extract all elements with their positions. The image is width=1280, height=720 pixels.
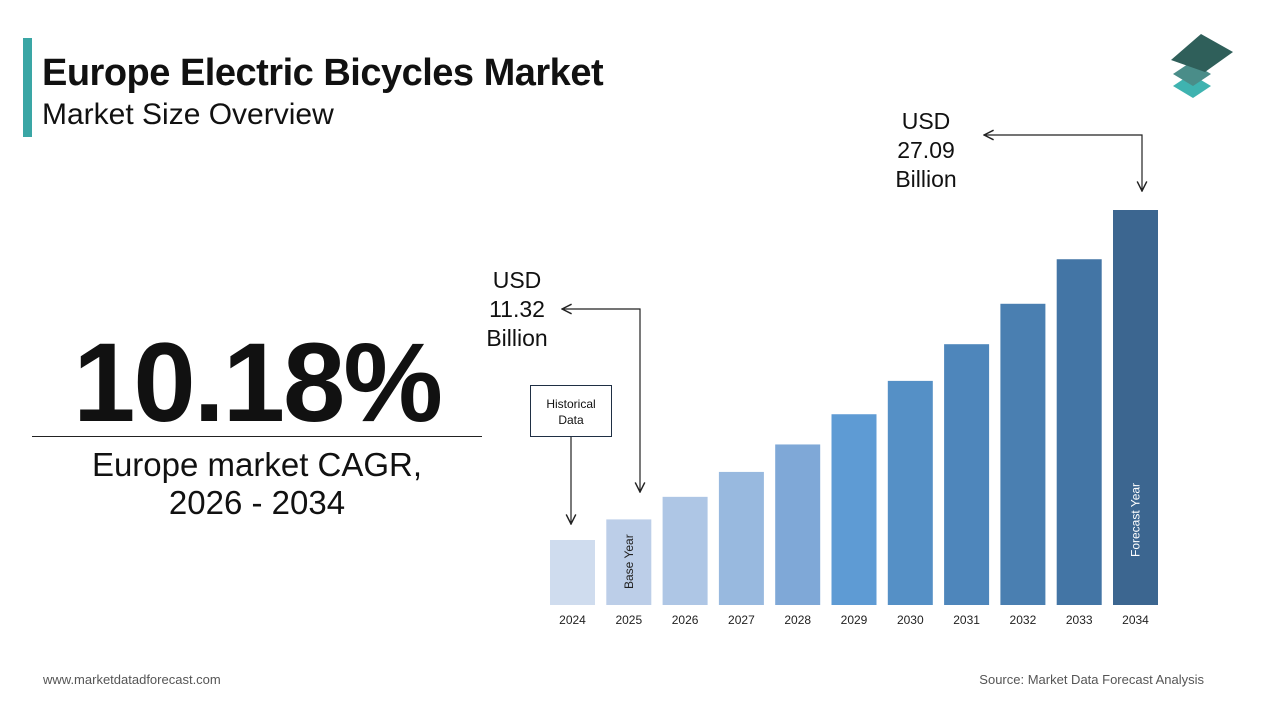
cagr-label-line1: Europe market CAGR, (91, 446, 423, 483)
x-tick-label: 2026 (672, 613, 699, 627)
x-tick-label: 2028 (784, 613, 811, 627)
bar-2027 (718, 471, 764, 605)
callout-base-line1: USD (492, 267, 542, 293)
callout-forecast-line3: Billion (895, 166, 957, 192)
callout-base-value: USD 11.32 Billion (476, 266, 558, 353)
website-link[interactable]: www.marketdatadforecast.com (43, 672, 221, 687)
cagr-label-line2: 2026 - 2034 (168, 484, 346, 521)
callout-forecast-line1: USD (901, 108, 951, 134)
bar-2026 (662, 496, 708, 605)
x-tick-label: 2033 (1066, 613, 1093, 627)
x-tick-label: 2031 (953, 613, 980, 627)
x-tick-label: 2030 (897, 613, 924, 627)
callout-forecast-value: USD 27.09 Billion (885, 107, 967, 194)
stacked-layers-logo-icon (1171, 34, 1233, 98)
bar-2030 (887, 380, 933, 605)
bar-2025 (606, 519, 652, 605)
bar-2024 (550, 540, 595, 605)
forecast-arrow (984, 135, 1142, 191)
bar-2033 (1056, 259, 1102, 605)
historical-line1: Historical (546, 397, 596, 411)
callout-base-line3: Billion (486, 325, 548, 351)
x-tick-label: 2024 (559, 613, 586, 627)
x-tick-label: 2025 (615, 613, 642, 627)
cagr-label: Europe market CAGR, 2026 - 2034 (32, 446, 482, 522)
cagr-divider (32, 436, 482, 437)
page-subtitle: Market Size Overview (42, 98, 334, 131)
bar-2029 (831, 414, 877, 605)
historical-data-box: Historical Data (530, 385, 612, 437)
historical-line2: Data (558, 413, 584, 427)
base-year-arrow (562, 309, 640, 492)
bar-2028 (775, 444, 821, 605)
bar-2032 (1000, 303, 1046, 605)
forecast-year-label: Forecast Year (1129, 483, 1143, 557)
x-tick-label: 2032 (1010, 613, 1037, 627)
bar-2031 (944, 344, 990, 605)
page-title: Europe Electric Bicycles Market (42, 52, 604, 94)
base-year-label: Base Year (622, 534, 636, 589)
x-tick-label: 2029 (841, 613, 868, 627)
cagr-value: 10.18% (73, 320, 443, 445)
callout-forecast-line2: 27.09 (897, 137, 955, 163)
callout-base-line2: 11.32 (489, 296, 545, 322)
source-note: Source: Market Data Forecast Analysis (979, 672, 1204, 687)
bar-2034 (1113, 210, 1158, 605)
title-accent-bar (23, 38, 32, 137)
x-tick-label: 2034 (1122, 613, 1149, 627)
x-tick-label: 2027 (728, 613, 755, 627)
